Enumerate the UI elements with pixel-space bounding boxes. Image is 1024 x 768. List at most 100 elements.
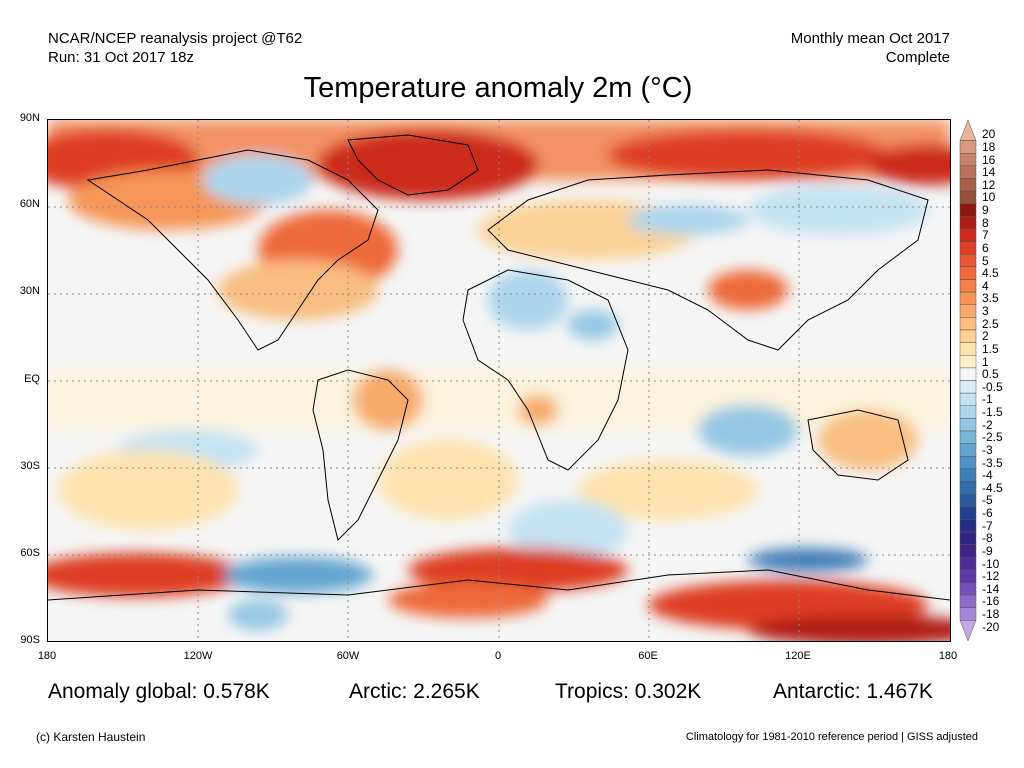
colorbar-level-label: 2 xyxy=(982,329,989,344)
colorbar-level-label: 2.5 xyxy=(982,316,999,331)
colorbar-cell xyxy=(959,165,977,179)
colorbar-level-label: -20 xyxy=(982,619,1000,634)
graticule xyxy=(48,120,950,641)
colorbar-cell xyxy=(959,405,977,419)
colorbar-cell xyxy=(959,178,977,192)
lat-tick-30n: 30N xyxy=(19,285,40,297)
colorbar-cell xyxy=(959,190,977,204)
colorbar-cell xyxy=(959,557,977,571)
colorbar-level-label: -3 xyxy=(982,442,993,457)
colorbar xyxy=(959,119,977,642)
colorbar-level-label: -4.5 xyxy=(982,480,1003,495)
antarctica-outline xyxy=(48,569,950,601)
colorbar-level-label: -4 xyxy=(982,468,993,483)
colorbar-cell xyxy=(959,468,977,482)
colorbar-level-label: 4 xyxy=(982,278,989,293)
colorbar-level-label: -10 xyxy=(982,556,1000,571)
stat-global: Anomaly global: 0.578K xyxy=(48,680,270,703)
period-label: Monthly mean Oct 2017 xyxy=(790,30,950,47)
colorbar-level-label: 1.5 xyxy=(982,341,999,356)
colorbar-level-label: 8 xyxy=(982,215,989,230)
colorbar-cell xyxy=(959,279,977,293)
climatology-note: Climatology for 1981-2010 reference peri… xyxy=(685,731,978,743)
coastlines xyxy=(48,134,950,601)
colorbar-level-label: 16 xyxy=(982,152,996,167)
stat-tropics: Tropics: 0.302K xyxy=(555,680,702,703)
lat-tick-60n: 60N xyxy=(19,198,40,210)
colorbar-level-label: -5 xyxy=(982,493,993,508)
status-label: Complete xyxy=(885,49,950,66)
lon-tick-120e: 120E xyxy=(785,650,811,662)
colorbar-cell xyxy=(959,481,977,495)
colorbar-cell xyxy=(959,241,977,255)
colorbar-cell xyxy=(959,355,977,369)
colorbar-level-label: 14 xyxy=(982,165,996,180)
colorbar-cell xyxy=(959,531,977,545)
colorbar-level-label: 10 xyxy=(982,190,996,205)
map-title: Temperature anomaly 2m (°C) xyxy=(303,72,693,104)
colorbar-cell xyxy=(959,329,977,343)
colorbar-cell xyxy=(959,291,977,305)
colorbar-cell xyxy=(959,607,977,621)
colorbar-level-label: 18 xyxy=(982,139,996,154)
lon-tick-120w: 120W xyxy=(183,650,213,662)
colorbar-cell xyxy=(959,392,977,406)
north-america-outline xyxy=(86,149,379,351)
colorbar-cell xyxy=(959,216,977,230)
colorbar-level-label: -7 xyxy=(982,518,993,533)
colorbar-cell xyxy=(959,367,977,381)
colorbar-cell xyxy=(959,304,977,318)
map-canvas xyxy=(48,120,950,641)
colorbar-level-label: -9 xyxy=(982,543,993,558)
colorbar-cell xyxy=(959,380,977,394)
colorbar-cell xyxy=(959,418,977,432)
south-america-outline xyxy=(312,369,409,541)
colorbar-cell xyxy=(959,582,977,596)
colorbar-cell xyxy=(959,493,977,507)
colorbar-cells xyxy=(959,119,977,642)
colorbar-level-label: 20 xyxy=(982,127,996,142)
run-label: Run: 31 Oct 2017 18z xyxy=(48,49,194,66)
colorbar-cell xyxy=(959,456,977,470)
colorbar-level-label: 5 xyxy=(982,253,989,268)
colorbar-level-label: -1.5 xyxy=(982,405,1003,420)
colorbar-level-label: 9 xyxy=(982,203,989,218)
colorbar-level-label: -1 xyxy=(982,392,993,407)
lon-tick-180e: 180 xyxy=(938,650,958,662)
colorbar-level-label: 1 xyxy=(982,354,989,369)
stat-antarctic: Antarctic: 1.467K xyxy=(773,680,933,703)
colorbar-level-label: -2.5 xyxy=(982,430,1003,445)
colorbar-cell xyxy=(959,254,977,268)
colorbar-level-label: -0.5 xyxy=(982,379,1003,394)
colorbar-level-label: -6 xyxy=(982,506,993,521)
lat-tick-30s: 30S xyxy=(20,460,40,472)
lat-tick-eq: EQ xyxy=(24,373,40,385)
colorbar-level-label: -12 xyxy=(982,569,1000,584)
lon-tick-60w: 60W xyxy=(336,650,360,662)
credit-label: (c) Karsten Haustein xyxy=(36,730,146,744)
colorbar-level-label: -16 xyxy=(982,594,1000,609)
colorbar-level-label: -18 xyxy=(982,607,1000,622)
africa-outline xyxy=(462,269,629,471)
colorbar-level-label: 3 xyxy=(982,304,989,319)
colorbar-cell xyxy=(959,266,977,280)
eurasia-outline xyxy=(487,169,929,351)
colorbar-cell xyxy=(959,119,977,141)
colorbar-cell xyxy=(959,342,977,356)
colorbar-cell xyxy=(959,430,977,444)
colorbar-level-label: -2 xyxy=(982,417,993,432)
colorbar-level-label: 6 xyxy=(982,240,989,255)
colorbar-level-label: 7 xyxy=(982,228,989,243)
stat-arctic: Arctic: 2.265K xyxy=(349,680,480,703)
colorbar-level-label: 0.5 xyxy=(982,367,999,382)
source-label: NCAR/NCEP reanalysis project @T62 xyxy=(48,30,303,47)
colorbar-cell xyxy=(959,153,977,167)
colorbar-level-label: 12 xyxy=(982,177,996,192)
colorbar-cell xyxy=(959,569,977,583)
colorbar-cell xyxy=(959,506,977,520)
colorbar-level-label: -14 xyxy=(982,581,1000,596)
colorbar-cell xyxy=(959,228,977,242)
colorbar-cell xyxy=(959,443,977,457)
australia-outline xyxy=(807,409,909,481)
greenland-outline xyxy=(347,134,479,196)
